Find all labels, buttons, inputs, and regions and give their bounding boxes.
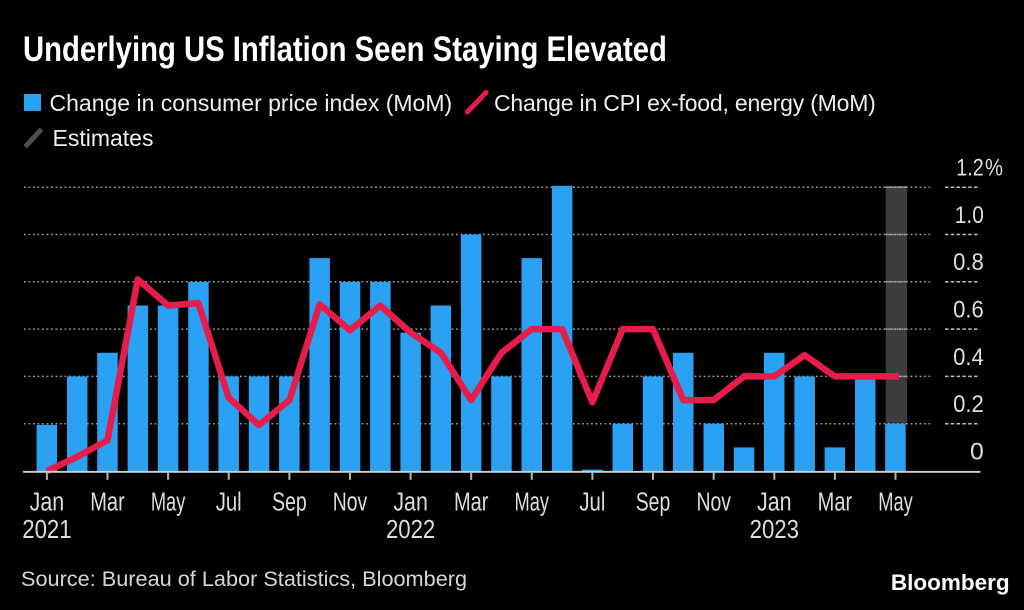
svg-text:Sep: Sep — [272, 489, 307, 517]
svg-text:0: 0 — [970, 438, 984, 465]
svg-text:Jan: Jan — [30, 489, 65, 517]
svg-text:Mar: Mar — [454, 489, 489, 517]
svg-text:2022: 2022 — [386, 516, 435, 544]
svg-text:May: May — [878, 489, 913, 517]
svg-text:2021: 2021 — [22, 516, 71, 544]
svg-text:Jan: Jan — [393, 489, 428, 517]
svg-text:0.2: 0.2 — [953, 391, 984, 418]
svg-text:%: % — [985, 155, 1003, 182]
svg-text:Mar: Mar — [90, 489, 125, 517]
svg-text:May: May — [151, 489, 186, 517]
svg-text:Jul: Jul — [579, 489, 605, 517]
svg-text:Mar: Mar — [818, 489, 853, 517]
svg-text:0.4: 0.4 — [953, 344, 984, 371]
svg-text:Jul: Jul — [216, 489, 242, 517]
svg-text:2023: 2023 — [750, 516, 799, 544]
svg-text:0.6: 0.6 — [953, 297, 984, 324]
svg-text:Sep: Sep — [636, 489, 671, 517]
svg-text:1.2: 1.2 — [956, 155, 984, 182]
svg-text:0.8: 0.8 — [953, 249, 984, 276]
svg-text:Nov: Nov — [696, 489, 731, 517]
svg-text:1.0: 1.0 — [955, 202, 984, 229]
svg-text:Nov: Nov — [333, 489, 368, 517]
svg-text:Jan: Jan — [757, 489, 792, 517]
svg-text:May: May — [515, 489, 550, 517]
